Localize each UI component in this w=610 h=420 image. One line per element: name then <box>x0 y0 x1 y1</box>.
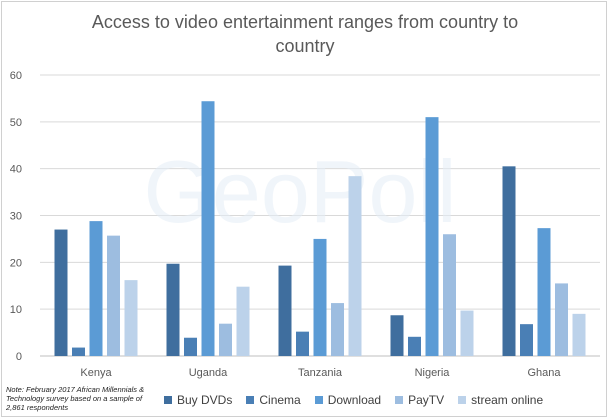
y-tick-label: 60 <box>10 70 22 82</box>
bar-stream-online-uganda <box>236 286 250 356</box>
legend-label: stream online <box>471 393 544 407</box>
x-tick-label: Ghana <box>527 367 561 379</box>
bar-stream-online-kenya <box>124 280 138 356</box>
footnote: Note: February 2017 African Millennials … <box>6 385 145 412</box>
legend-swatch <box>164 396 172 404</box>
bar-download-nigeria <box>425 117 439 357</box>
y-axis: 0 10 20 30 40 50 60 <box>10 70 22 363</box>
bar-cinema-tanzania <box>296 331 309 356</box>
chart-title-line-2: country <box>275 36 335 56</box>
legend: Buy DVDs Cinema Download PayTV stream online <box>164 392 543 408</box>
bar-buy-dvds-ghana <box>502 166 516 356</box>
legend-item: Buy DVDs <box>164 393 232 407</box>
y-tick-label: 20 <box>10 257 22 269</box>
bar-download-uganda <box>201 101 215 356</box>
legend-label: Cinema <box>259 393 301 407</box>
bar-download-ghana <box>537 228 551 356</box>
x-tick-label: Tanzania <box>298 367 343 379</box>
bars <box>54 101 586 357</box>
legend-swatch <box>395 396 404 404</box>
bar-paytv-tanzania <box>331 303 344 356</box>
bar-buy-dvds-kenya <box>54 229 68 356</box>
legend-swatch <box>246 396 255 404</box>
chart-title-line-1: Access to video entertainment ranges fro… <box>91 12 519 32</box>
x-tick-label: Kenya <box>80 367 112 379</box>
bar-paytv-ghana <box>555 283 568 356</box>
legend-swatch <box>314 396 323 404</box>
bar-buy-dvds-tanzania <box>278 265 292 356</box>
bar-stream-online-ghana <box>572 313 586 356</box>
bar-buy-dvds-uganda <box>166 263 180 356</box>
watermark: GeoPoll <box>143 142 456 241</box>
legend-label: PayTV <box>408 393 445 407</box>
y-tick-label: 30 <box>10 211 22 223</box>
bar-stream-online-tanzania <box>348 176 362 356</box>
chart-title: Access to video entertainment ranges fro… <box>0 10 610 58</box>
bar-stream-online-nigeria <box>460 310 474 356</box>
bar-download-tanzania <box>313 238 327 356</box>
y-tick-label: 10 <box>10 304 22 316</box>
bar-download-kenya <box>89 221 103 356</box>
legend-item: PayTV <box>395 393 444 407</box>
x-tick-label: Uganda <box>189 367 228 379</box>
bar-paytv-kenya <box>107 235 120 356</box>
legend-label: Download <box>327 393 382 407</box>
bar-cinema-kenya <box>72 347 85 356</box>
x-tick-label: Nigeria <box>415 367 451 379</box>
bar-paytv-nigeria <box>443 234 456 356</box>
x-axis: Kenya Uganda Tanzania Nigeria Ghana <box>80 367 561 379</box>
y-tick-label: 0 <box>16 351 22 363</box>
bar-cinema-uganda <box>184 337 197 356</box>
legend-swatch <box>458 396 467 404</box>
legend-item: Download <box>314 393 382 407</box>
y-tick-label: 40 <box>10 164 22 176</box>
bar-cinema-nigeria <box>408 336 421 356</box>
bar-paytv-uganda <box>219 323 232 356</box>
legend-item: Cinema <box>246 393 301 407</box>
legend-item: stream online <box>458 393 543 407</box>
bar-buy-dvds-nigeria <box>390 315 404 356</box>
y-tick-label: 50 <box>10 117 22 129</box>
bar-cinema-ghana <box>520 324 533 356</box>
legend-label: Buy DVDs <box>177 393 233 407</box>
